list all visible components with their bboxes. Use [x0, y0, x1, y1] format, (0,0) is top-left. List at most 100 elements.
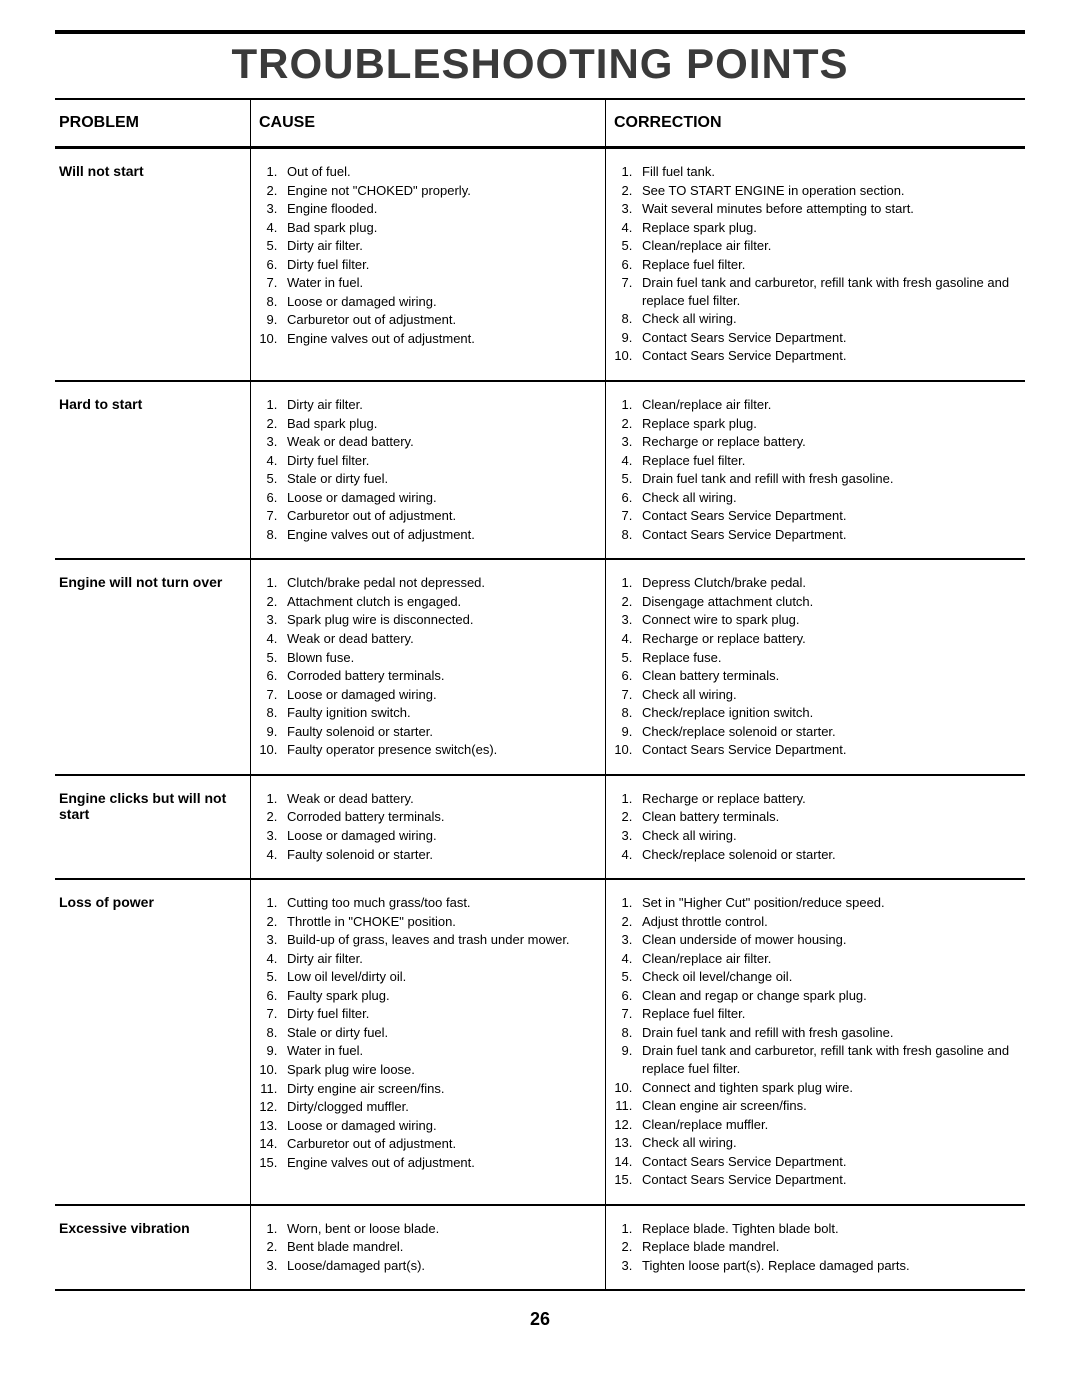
table-row: Will not startOut of fuel.Engine not "CH… [55, 149, 1025, 382]
cause-item: Faulty solenoid or starter. [281, 723, 597, 741]
cause-item: Corroded battery terminals. [281, 808, 597, 826]
correction-cell: Depress Clutch/brake pedal.Disengage att… [605, 560, 1025, 773]
correction-item: Check all wiring. [636, 686, 1017, 704]
cause-item: Loose/damaged part(s). [281, 1257, 597, 1275]
cause-item: Stale or dirty fuel. [281, 1024, 597, 1042]
correction-item: Contact Sears Service Department. [636, 741, 1017, 759]
cause-item: Engine valves out of adjustment. [281, 1154, 597, 1172]
problem-label: Engine will not turn over [59, 574, 242, 590]
problem-cell: Excessive vibration [55, 1206, 250, 1290]
cause-cell: Dirty air filter.Bad spark plug.Weak or … [250, 382, 605, 558]
cause-item: Engine not "CHOKED" properly. [281, 182, 597, 200]
problem-cell: Loss of power [55, 880, 250, 1204]
header-correction: CORRECTION [605, 100, 1025, 146]
cause-item: Dirty/clogged muffler. [281, 1098, 597, 1116]
correction-item: Recharge or replace battery. [636, 630, 1017, 648]
cause-item: Water in fuel. [281, 274, 597, 292]
correction-cell: Clean/replace air filter.Replace spark p… [605, 382, 1025, 558]
correction-item: Tighten loose part(s). Replace damaged p… [636, 1257, 1017, 1275]
correction-list: Set in "Higher Cut" position/reduce spee… [614, 894, 1017, 1189]
cause-cell: Clutch/brake pedal not depressed.Attachm… [250, 560, 605, 773]
cause-list: Cutting too much grass/too fast.Throttle… [259, 894, 597, 1171]
problem-label: Hard to start [59, 396, 242, 412]
cause-item: Engine valves out of adjustment. [281, 330, 597, 348]
cause-item: Bad spark plug. [281, 415, 597, 433]
cause-item: Loose or damaged wiring. [281, 827, 597, 845]
cause-item: Weak or dead battery. [281, 433, 597, 451]
correction-item: Replace fuel filter. [636, 452, 1017, 470]
cause-item: Dirty air filter. [281, 237, 597, 255]
cause-item: Loose or damaged wiring. [281, 293, 597, 311]
correction-list: Clean/replace air filter.Replace spark p… [614, 396, 1017, 543]
correction-item: Replace blade mandrel. [636, 1238, 1017, 1256]
correction-item: See TO START ENGINE in operation section… [636, 182, 1017, 200]
correction-item: Replace spark plug. [636, 219, 1017, 237]
correction-cell: Replace blade. Tighten blade bolt.Replac… [605, 1206, 1025, 1290]
correction-list: Replace blade. Tighten blade bolt.Replac… [614, 1220, 1017, 1275]
cause-item: Weak or dead battery. [281, 630, 597, 648]
correction-item: Clean battery terminals. [636, 808, 1017, 826]
top-rule [55, 30, 1025, 34]
correction-item: Adjust throttle control. [636, 913, 1017, 931]
cause-list: Clutch/brake pedal not depressed.Attachm… [259, 574, 597, 758]
troubleshooting-table: PROBLEM CAUSE CORRECTION Will not startO… [55, 98, 1025, 1291]
cause-item: Carburetor out of adjustment. [281, 507, 597, 525]
correction-item: Clean engine air screen/fins. [636, 1097, 1017, 1115]
correction-item: Drain fuel tank and carburetor, refill t… [636, 274, 1017, 309]
cause-item: Dirty fuel filter. [281, 1005, 597, 1023]
correction-item: Contact Sears Service Department. [636, 347, 1017, 365]
cause-item: Faulty solenoid or starter. [281, 846, 597, 864]
correction-item: Clean/replace air filter. [636, 237, 1017, 255]
cause-item: Out of fuel. [281, 163, 597, 181]
problem-cell: Hard to start [55, 382, 250, 558]
problem-label: Engine clicks but will not start [59, 790, 242, 822]
correction-item: Wait several minutes before attempting t… [636, 200, 1017, 218]
cause-item: Build-up of grass, leaves and trash unde… [281, 931, 597, 949]
cause-item: Spark plug wire loose. [281, 1061, 597, 1079]
correction-list: Depress Clutch/brake pedal.Disengage att… [614, 574, 1017, 758]
correction-item: Check all wiring. [636, 827, 1017, 845]
correction-item: Check all wiring. [636, 1134, 1017, 1152]
correction-item: Replace fuel filter. [636, 256, 1017, 274]
correction-item: Replace spark plug. [636, 415, 1017, 433]
correction-item: Contact Sears Service Department. [636, 1171, 1017, 1189]
cause-item: Bad spark plug. [281, 219, 597, 237]
cause-list: Weak or dead battery.Corroded battery te… [259, 790, 597, 863]
table-body: Will not startOut of fuel.Engine not "CH… [55, 149, 1025, 1291]
cause-item: Stale or dirty fuel. [281, 470, 597, 488]
page-number: 26 [55, 1309, 1025, 1330]
correction-item: Check/replace solenoid or starter. [636, 846, 1017, 864]
correction-list: Recharge or replace battery.Clean batter… [614, 790, 1017, 863]
cause-item: Low oil level/dirty oil. [281, 968, 597, 986]
correction-item: Check/replace ignition switch. [636, 704, 1017, 722]
correction-item: Drain fuel tank and refill with fresh ga… [636, 470, 1017, 488]
correction-item: Replace fuel filter. [636, 1005, 1017, 1023]
cause-list: Out of fuel.Engine not "CHOKED" properly… [259, 163, 597, 347]
cause-item: Dirty air filter. [281, 396, 597, 414]
correction-item: Clean and regap or change spark plug. [636, 987, 1017, 1005]
problem-label: Excessive vibration [59, 1220, 242, 1236]
table-row: Engine clicks but will not start Weak or … [55, 776, 1025, 880]
table-row: Loss of powerCutting too much grass/too … [55, 880, 1025, 1206]
correction-item: Clean/replace muffler. [636, 1116, 1017, 1134]
cause-item: Carburetor out of adjustment. [281, 1135, 597, 1153]
correction-item: Set in "Higher Cut" position/reduce spee… [636, 894, 1017, 912]
correction-item: Contact Sears Service Department. [636, 1153, 1017, 1171]
cause-item: Dirty fuel filter. [281, 256, 597, 274]
correction-item: Clean/replace air filter. [636, 950, 1017, 968]
cause-list: Worn, bent or loose blade.Bent blade man… [259, 1220, 597, 1275]
correction-item: Clean underside of mower housing. [636, 931, 1017, 949]
cause-item: Throttle in "CHOKE" position. [281, 913, 597, 931]
correction-cell: Fill fuel tank.See TO START ENGINE in op… [605, 149, 1025, 380]
cause-cell: Weak or dead battery.Corroded battery te… [250, 776, 605, 878]
cause-item: Loose or damaged wiring. [281, 1117, 597, 1135]
correction-item: Check all wiring. [636, 489, 1017, 507]
cause-item: Corroded battery terminals. [281, 667, 597, 685]
correction-item: Check oil level/change oil. [636, 968, 1017, 986]
table-row: Hard to start Dirty air filter.Bad spark … [55, 382, 1025, 560]
correction-item: Disengage attachment clutch. [636, 593, 1017, 611]
cause-item: Weak or dead battery. [281, 790, 597, 808]
cause-item: Spark plug wire is disconnected. [281, 611, 597, 629]
header-problem: PROBLEM [55, 100, 250, 146]
cause-item: Clutch/brake pedal not depressed. [281, 574, 597, 592]
